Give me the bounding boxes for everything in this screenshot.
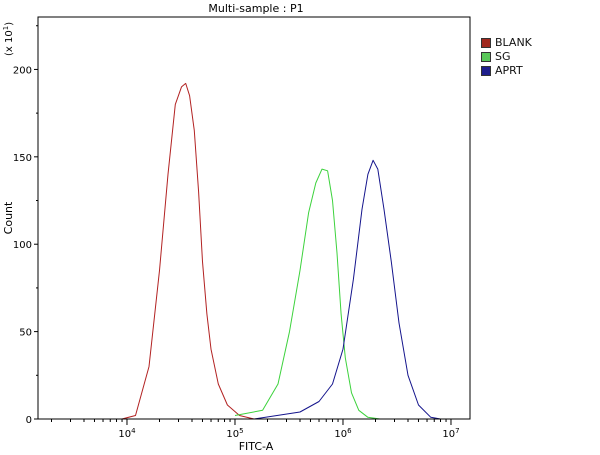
- y-tick-label: 100: [13, 240, 32, 251]
- x-tick-base: 10: [226, 429, 239, 440]
- x-tick-label: 105: [226, 427, 243, 440]
- x-axis-label: FITC-A: [239, 440, 274, 453]
- chart-title: Multi-sample : P1: [208, 2, 303, 15]
- x-tick-base: 10: [442, 429, 455, 440]
- plot-frame: [37, 16, 471, 420]
- x-tick-exponent: 6: [347, 427, 352, 435]
- x-tick-base: 10: [334, 429, 347, 440]
- legend-label: SG: [495, 50, 511, 63]
- x-tick-exponent: 7: [455, 427, 459, 435]
- y-tick-label: 0: [26, 415, 32, 426]
- series-layer: [121, 82, 441, 420]
- y-axis-ticks: 0 50 100 150 200: [13, 25, 38, 426]
- y-tick-label: 150: [13, 153, 32, 164]
- legend-item: SG: [481, 50, 532, 64]
- x-tick-base: 10: [118, 429, 131, 440]
- y-tick-label: 50: [19, 328, 32, 339]
- x-tick-exponent: 5: [239, 427, 243, 435]
- series-line-blank: [121, 82, 255, 420]
- x-tick-label: 104: [118, 427, 136, 440]
- legend-label: APRT: [495, 64, 523, 77]
- y-multiplier-text: (x 10: [4, 30, 15, 56]
- y-axis-label: Count: [2, 201, 15, 234]
- y-multiplier-label: (x 101): [2, 22, 15, 56]
- y-multiplier-exponent: 1: [2, 26, 10, 30]
- legend-swatch: [481, 38, 491, 48]
- legend-swatch: [481, 66, 491, 76]
- legend-item: BLANK: [481, 36, 532, 50]
- series-line-sg: [234, 168, 381, 420]
- x-tick-label: 106: [334, 427, 352, 440]
- x-tick-exponent: 4: [131, 427, 136, 435]
- legend-swatch: [481, 52, 491, 62]
- y-tick-label: 200: [13, 65, 32, 76]
- x-tick-label: 107: [442, 427, 459, 440]
- x-axis-ticks: 104 105 106 107: [50, 419, 460, 440]
- series-line-aprt: [253, 159, 441, 420]
- legend: BLANK SG APRT: [481, 36, 532, 78]
- legend-label: BLANK: [495, 36, 532, 49]
- legend-item: APRT: [481, 64, 532, 78]
